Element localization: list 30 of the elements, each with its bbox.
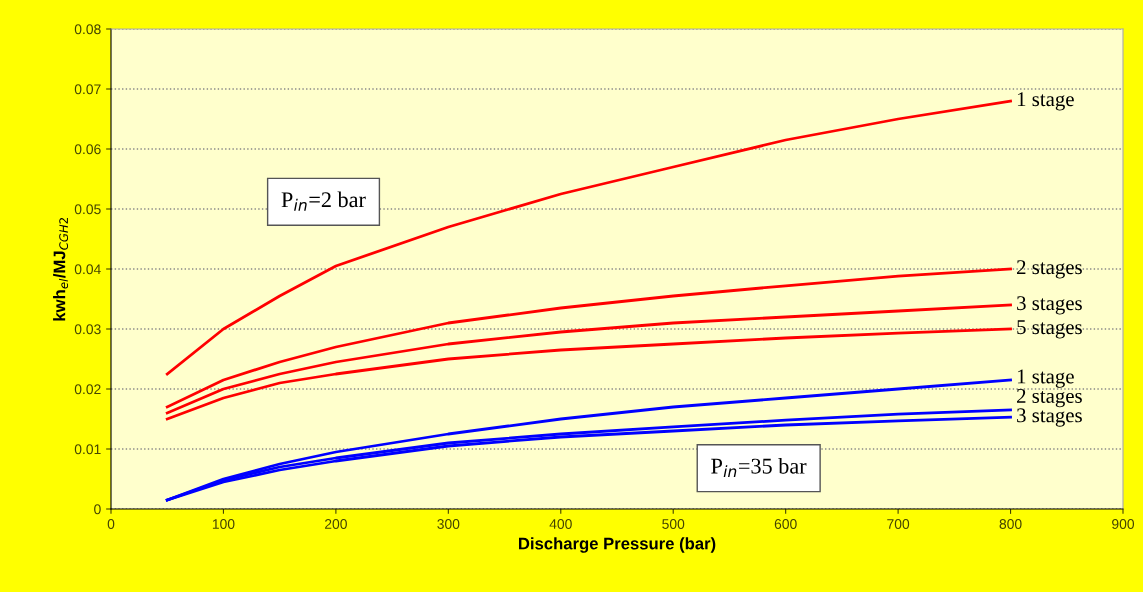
- y-tick-label: 0.06: [74, 144, 101, 155]
- x-tick-label: 700: [887, 519, 910, 529]
- x-axis-title: Discharge Pressure (bar): [519, 537, 716, 553]
- x-tick-label: 500: [662, 519, 685, 529]
- series-label: 2 stages: [1017, 388, 1082, 408]
- x-tick-label: 0: [107, 519, 115, 529]
- x-tick-label: 900: [1112, 519, 1135, 529]
- series-label: 3 stages: [1017, 408, 1082, 427]
- series-label: 2 stages: [1017, 260, 1082, 279]
- y-tick-label: 0.04: [74, 264, 101, 275]
- x-tick-label: 300: [437, 519, 460, 529]
- x-tick-label: 600: [774, 519, 797, 529]
- y-tick-label: 0.07: [74, 84, 101, 95]
- y-tick-label: 0: [94, 504, 101, 515]
- x-tick-label: 200: [325, 519, 347, 529]
- y-tick-label: 0.03: [74, 324, 101, 335]
- y-tick-label: 0.05: [74, 204, 101, 215]
- annotation: P$_{in}$=35 bar: [711, 457, 807, 478]
- x-tick-label: 100: [212, 519, 235, 529]
- series-label: 5 stages: [1017, 320, 1082, 339]
- series-label: 3 stages: [1017, 296, 1082, 315]
- y-tick-label: 0.01: [74, 444, 101, 455]
- y-axis-title: kwh$_{el}$/MJ$_{CGH2}$: [53, 218, 69, 321]
- x-tick-label: 800: [999, 519, 1022, 529]
- x-tick-label: 400: [549, 519, 572, 529]
- annotation: P$_{in}$=2 bar: [281, 191, 366, 211]
- y-tick-label: 0.02: [74, 384, 101, 395]
- y-tick-label: 0.08: [74, 24, 101, 35]
- series-label: 1 stage: [1017, 369, 1074, 388]
- series-label: 1 stage: [1017, 92, 1074, 111]
